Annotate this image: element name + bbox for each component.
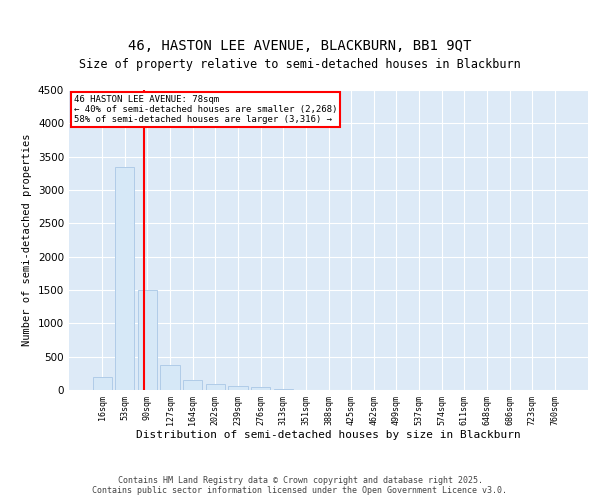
Bar	[160, 366, 180, 390]
Bar	[206, 384, 225, 390]
Y-axis label: Number of semi-detached properties: Number of semi-detached properties	[22, 134, 32, 346]
X-axis label: Distribution of semi-detached houses by size in Blackburn: Distribution of semi-detached houses by …	[136, 430, 521, 440]
Bar	[115, 166, 134, 390]
Text: Contains HM Land Registry data © Crown copyright and database right 2025.
Contai: Contains HM Land Registry data © Crown c…	[92, 476, 508, 495]
Bar	[92, 376, 112, 390]
Bar	[138, 290, 157, 390]
Text: Size of property relative to semi-detached houses in Blackburn: Size of property relative to semi-detach…	[79, 58, 521, 71]
Bar	[229, 386, 248, 390]
Bar	[183, 380, 202, 390]
Bar	[251, 388, 270, 390]
Text: 46, HASTON LEE AVENUE, BLACKBURN, BB1 9QT: 46, HASTON LEE AVENUE, BLACKBURN, BB1 9Q…	[128, 38, 472, 52]
Text: 46 HASTON LEE AVENUE: 78sqm
← 40% of semi-detached houses are smaller (2,268)
58: 46 HASTON LEE AVENUE: 78sqm ← 40% of sem…	[74, 94, 338, 124]
Bar	[274, 388, 293, 390]
